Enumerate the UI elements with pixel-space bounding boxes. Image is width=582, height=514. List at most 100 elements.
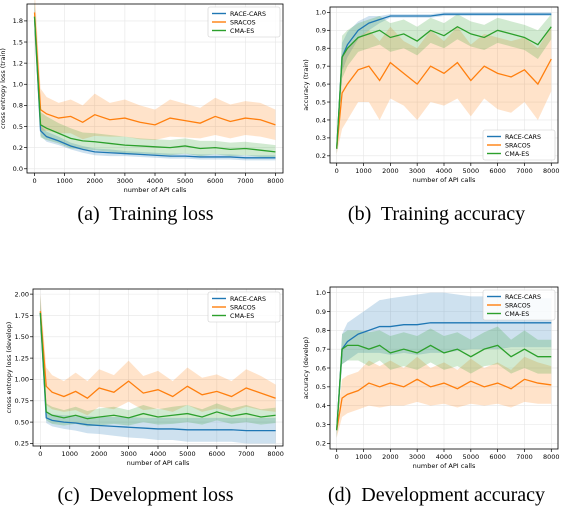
x-tick-label: 7000 xyxy=(516,453,533,461)
y-tick-label: 1.8 xyxy=(13,17,23,25)
series-line-cma-es xyxy=(336,25,552,149)
y-tick-label: 1.5 xyxy=(13,38,23,46)
caption-a-text: Training loss xyxy=(109,203,214,225)
series-line-cma-es xyxy=(33,16,276,153)
y-tick-label: 0.0 xyxy=(13,165,23,173)
y-tick-label: 1.2 xyxy=(13,59,23,67)
x-tick-label: 0 xyxy=(38,450,42,458)
x-tick-label: 3000 xyxy=(120,450,137,458)
x-tick-label: 1000 xyxy=(355,453,372,461)
y-tick-label: 0.8 xyxy=(316,45,326,53)
x-tick-label: 5000 xyxy=(177,177,194,185)
caption-c-label: (c) xyxy=(57,484,80,506)
x-tick-label: 6000 xyxy=(489,453,506,461)
legend-entry: SRACOS xyxy=(230,19,256,26)
x-axis-label: number of API calls xyxy=(413,462,476,470)
caption-b-text: Training accuracy xyxy=(380,203,526,225)
legend-entry: CMA-ES xyxy=(230,28,254,35)
caption-d-text: Development accuracy xyxy=(361,484,546,506)
band-sracos xyxy=(40,294,276,416)
band-race-cars xyxy=(40,295,276,444)
series-line-cma-es xyxy=(39,312,276,420)
legend-box xyxy=(482,129,556,161)
x-tick-label: 6000 xyxy=(489,167,506,175)
chart-training-loss: 0 1000 2000 3000 4000 5000 6000 7000 8000 0.0 0.2 0… xyxy=(0,0,284,194)
y-tick-label: 0.50 xyxy=(15,418,29,426)
band-cma-es xyxy=(336,14,552,155)
x-tick-label: 2000 xyxy=(86,177,103,185)
x-tick-label: 4000 xyxy=(436,167,453,175)
x-tick-label: 7000 xyxy=(516,167,533,175)
chart-development-loss: 0 1000 2000 3000 4000 5000 6000 7000 8000 0.25 0.5… xyxy=(5,288,284,467)
legend-entry: RACE-CARS xyxy=(505,134,541,141)
caption-c: (c) Development loss xyxy=(0,484,291,507)
x-tick-label: 7000 xyxy=(238,450,255,458)
caption-a: (a) Training loss xyxy=(0,203,291,226)
x-tick-label: 0 xyxy=(32,177,36,185)
series-line-race-cars xyxy=(336,322,552,431)
y-axis-label: cross entropy loss (develop) xyxy=(5,322,13,414)
x-tick-label: 7000 xyxy=(237,177,254,185)
caption-a-label: (a) xyxy=(77,203,100,225)
y-tick-label: 0.2 xyxy=(13,144,23,152)
y-tick-label: 1.00 xyxy=(15,376,29,384)
band-sracos xyxy=(336,356,552,438)
legend-entry: SRACOS xyxy=(505,302,531,309)
y-tick-label: 0.9 xyxy=(316,308,326,316)
y-tick-label: 0.5 xyxy=(13,123,23,131)
x-tick-label: 2000 xyxy=(91,450,108,458)
y-tick-label: 0.9 xyxy=(316,27,326,35)
y-tick-label: 0.2 xyxy=(316,440,326,448)
y-tick-label: 0.4 xyxy=(316,116,326,124)
x-tick-label: 5000 xyxy=(179,450,196,458)
series-line-sracos xyxy=(39,311,276,400)
y-tick-label: 0.75 xyxy=(15,397,29,405)
x-axis-label: number of API calls xyxy=(124,186,187,194)
x-tick-label: 0 xyxy=(335,167,339,175)
x-tick-label: 8000 xyxy=(543,167,560,175)
series-line-sracos xyxy=(336,58,552,149)
band-race-cars xyxy=(336,292,552,438)
x-tick-label: 8000 xyxy=(267,450,284,458)
x-tick-label: 8000 xyxy=(543,453,560,461)
y-tick-label: 0.8 xyxy=(316,327,326,335)
x-tick-label: 3000 xyxy=(409,453,426,461)
chart-development-accuracy: 0 1000 2000 3000 4000 5000 6000 7000 8000 0.2 0.3 0… xyxy=(302,286,560,470)
y-tick-label: 1.25 xyxy=(15,354,29,362)
caption-d-label: (d) xyxy=(327,484,352,506)
y-tick-label: 0.7 xyxy=(316,345,326,353)
x-tick-label: 3000 xyxy=(117,177,134,185)
x-tick-label: 3000 xyxy=(409,167,426,175)
x-tick-label: 5000 xyxy=(463,453,480,461)
x-tick-label: 6000 xyxy=(209,450,226,458)
y-axis-label: cross entropy loss (train) xyxy=(0,48,7,129)
legend-box xyxy=(207,6,281,38)
y-axis-label: accuracy (develop) xyxy=(302,337,310,399)
band-cma-es xyxy=(336,326,552,438)
x-tick-label: 4000 xyxy=(436,453,453,461)
caption-b: (b) Training accuracy xyxy=(291,203,582,226)
caption-c-text: Development loss xyxy=(89,484,234,506)
series-line-sracos xyxy=(33,12,276,126)
y-tick-label: 1.0 xyxy=(13,81,23,89)
caption-b-label: (b) xyxy=(347,203,372,225)
chart-training-accuracy: 0 1000 2000 3000 4000 5000 6000 7000 8000 0.2 0.3 0… xyxy=(302,6,560,184)
band-race-cars xyxy=(336,12,552,155)
y-axis-label: accuracy (train) xyxy=(302,59,310,111)
y-tick-label: 0.7 xyxy=(316,62,326,70)
x-tick-label: 0 xyxy=(335,453,339,461)
y-tick-label: 0.5 xyxy=(316,383,326,391)
y-tick-label: 1.0 xyxy=(316,9,326,17)
y-tick-label: 0.8 xyxy=(13,102,23,110)
x-tick-label: 1000 xyxy=(61,450,78,458)
band-race-cars xyxy=(34,0,276,161)
y-tick-label: 0.3 xyxy=(316,421,326,429)
legend-entry: SRACOS xyxy=(230,304,256,311)
series-line-race-cars xyxy=(33,16,276,159)
y-tick-label: 2.00 xyxy=(15,290,29,298)
grid xyxy=(27,4,283,173)
x-tick-label: 6000 xyxy=(207,177,224,185)
